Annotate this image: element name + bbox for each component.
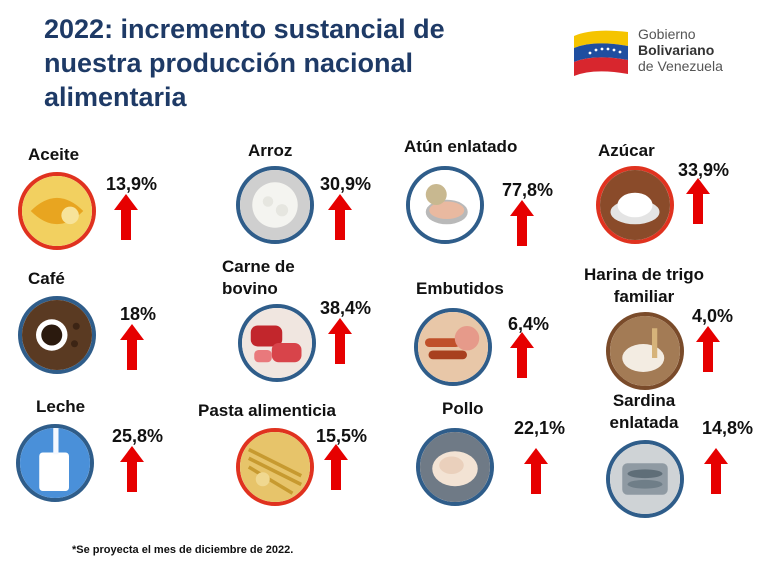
item-percentage: 25,8%	[112, 426, 164, 446]
item-percentage: 18%	[120, 304, 157, 324]
logo-line-3: de Venezuela	[638, 58, 723, 74]
item-harina-de-trigo-familiar: Harina de trigo familiar 4,0%	[582, 264, 762, 390]
up-arrow-icon	[696, 326, 720, 372]
item-embutidos: Embutidos 6,4%	[412, 278, 592, 398]
item-name: Leche	[36, 397, 86, 416]
footnote: *Se proyecta el mes de diciembre de 2022…	[72, 544, 294, 556]
up-arrow-icon	[510, 332, 534, 378]
government-logo: Gobierno Bolivariano de Venezuela	[572, 22, 762, 82]
cafe-image	[18, 296, 96, 374]
item-name: Café	[28, 269, 65, 288]
logo-line-1: Gobierno	[638, 26, 696, 42]
leche-image	[16, 424, 94, 502]
item-percentage: 77,8%	[502, 180, 554, 200]
arroz-image	[236, 166, 314, 244]
item-pasta-alimenticia: Pasta alimenticia 15,5%	[198, 398, 378, 518]
atun-enlatado-image	[406, 166, 484, 244]
item-arroz: Arroz 30,9%	[232, 136, 412, 256]
item-name: Sardina enlatada	[609, 391, 679, 432]
up-arrow-icon	[114, 194, 138, 240]
azucar-image	[596, 166, 674, 244]
item-pollo: Pollo 22,1%	[414, 396, 594, 516]
item-carne-de-bovino: Carne de bovino 38,4%	[222, 256, 402, 382]
sardina-enlatada-image	[606, 440, 684, 518]
item-percentage: 15,5%	[316, 426, 368, 446]
carne-de-bovino-image	[238, 304, 316, 382]
up-arrow-icon	[328, 194, 352, 240]
item-cafe: Café 18%	[14, 266, 194, 386]
up-arrow-icon	[120, 324, 144, 370]
item-percentage: 30,9%	[320, 174, 372, 194]
embutidos-image	[414, 308, 492, 386]
item-percentage: 38,4%	[320, 298, 372, 318]
item-percentage: 6,4%	[508, 314, 550, 334]
item-leche: Leche 25,8%	[14, 394, 194, 514]
item-percentage: 14,8%	[702, 418, 754, 438]
pasta-alimenticia-image	[236, 428, 314, 506]
item-name: Harina de trigo familiar	[584, 265, 704, 306]
item-sardina-enlatada: Sardina enlatada 14,8%	[592, 388, 768, 518]
logo-line-2: Bolivariano	[638, 42, 715, 58]
pollo-image	[416, 428, 494, 506]
up-arrow-icon	[524, 448, 548, 494]
item-name: Azúcar	[598, 141, 655, 160]
item-azucar: Azúcar 33,9%	[590, 136, 768, 256]
item-percentage: 13,9%	[106, 174, 158, 194]
up-arrow-icon	[686, 178, 710, 224]
item-percentage: 33,9%	[678, 160, 730, 180]
up-arrow-icon	[510, 200, 534, 246]
item-name: Arroz	[248, 141, 293, 160]
item-aceite: Aceite 13,9%	[18, 140, 198, 260]
item-name: Pasta alimenticia	[198, 401, 336, 420]
item-atun-enlatado: Atún enlatado 77,8%	[404, 134, 584, 254]
item-name: Atún enlatado	[404, 137, 518, 156]
harina-de-trigo-image	[606, 312, 684, 390]
page-title: 2022: incremento sustancial de nuestra p…	[44, 14, 445, 112]
item-name: Embutidos	[416, 279, 504, 298]
up-arrow-icon	[328, 318, 352, 364]
item-percentage: 4,0%	[692, 306, 734, 326]
item-name: Aceite	[28, 145, 80, 164]
up-arrow-icon	[120, 446, 144, 492]
venezuela-flag-icon	[574, 30, 628, 76]
up-arrow-icon	[324, 444, 348, 490]
item-percentage: 22,1%	[514, 418, 566, 438]
aceite-image	[18, 172, 96, 250]
up-arrow-icon	[704, 448, 728, 494]
item-name: Pollo	[442, 399, 484, 418]
item-name: Carne de bovino	[222, 257, 295, 298]
